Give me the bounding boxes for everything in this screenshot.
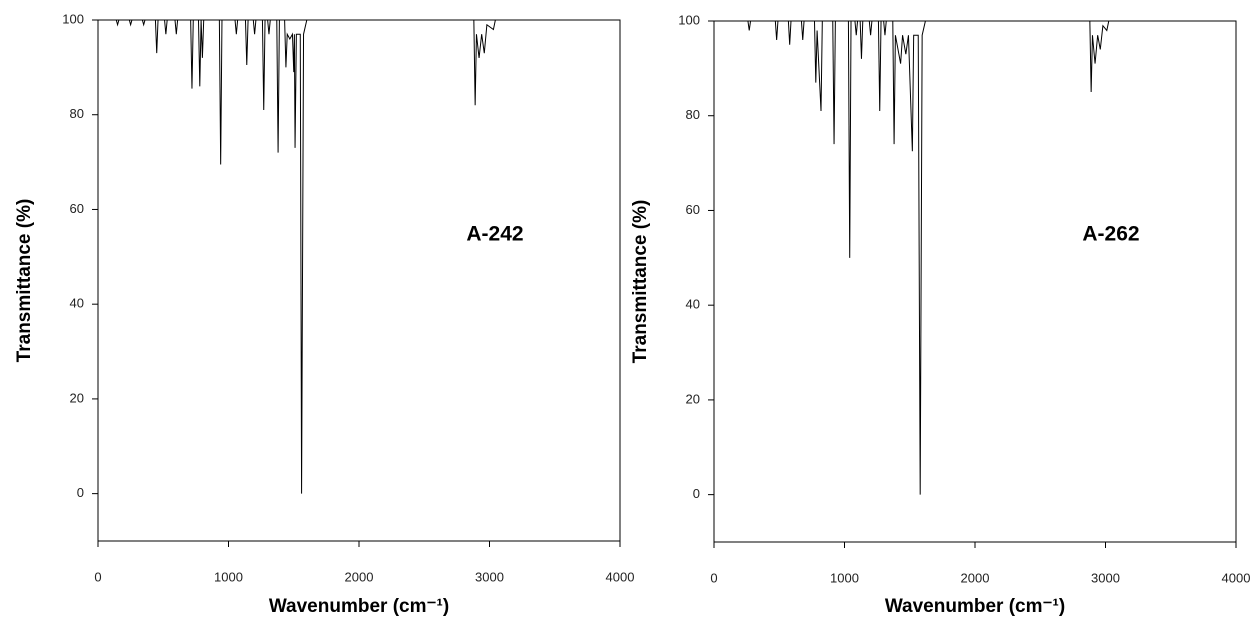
plot-frame — [97, 19, 621, 542]
y-tick-label: 40 — [70, 296, 84, 311]
x-tick-label: 3000 — [475, 569, 504, 584]
x-tick-label: 0 — [94, 569, 101, 584]
y-axis-label: Transmittance (%) — [14, 199, 35, 363]
y-tick-label: 40 — [686, 297, 700, 312]
y-tick-label: 80 — [70, 106, 84, 121]
x-tick-label: 1000 — [830, 570, 859, 585]
y-tick-label: 20 — [686, 391, 700, 406]
y-tick-label: 100 — [62, 11, 84, 26]
spectrum-line — [98, 19, 620, 494]
y-tick-label: 100 — [678, 12, 700, 27]
x-tick-label: 4000 — [1222, 570, 1251, 585]
y-tick-label: 0 — [693, 486, 700, 501]
x-axis-label: Wavenumber (cm⁻¹) — [269, 596, 449, 617]
y-tick-label: 20 — [70, 390, 84, 405]
y-tick-label: 60 — [70, 201, 84, 216]
plot-frame — [713, 20, 1237, 543]
annotation: A-242 — [466, 223, 523, 246]
spectrum-line — [714, 20, 1236, 495]
x-tick-label: 4000 — [606, 569, 635, 584]
y-tick-label: 60 — [686, 202, 700, 217]
x-tick-label: 2000 — [345, 569, 374, 584]
y-tick-label: 0 — [77, 485, 84, 500]
annotation: A-262 — [1082, 223, 1139, 246]
x-tick-label: 0 — [710, 570, 717, 585]
x-tick-label: 2000 — [961, 570, 990, 585]
x-axis-label: Wavenumber (cm⁻¹) — [885, 596, 1065, 617]
x-tick-label: 3000 — [1091, 570, 1120, 585]
y-axis-label: Transmittance (%) — [630, 200, 651, 364]
y-tick-label: 80 — [686, 107, 700, 122]
x-tick-label: 1000 — [214, 569, 243, 584]
